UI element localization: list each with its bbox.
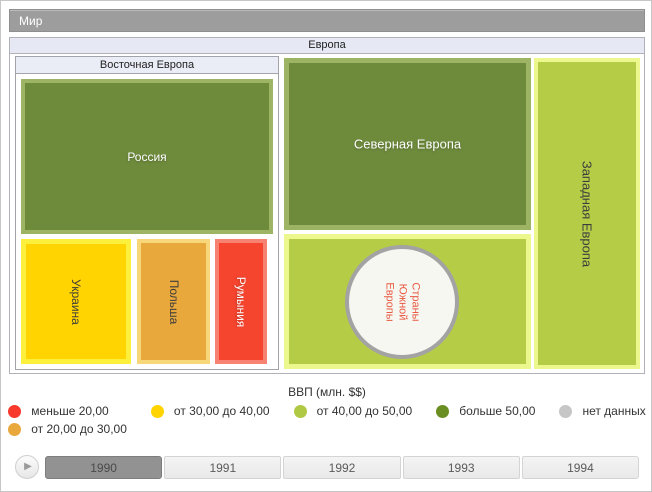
tile-romania[interactable]: Румыния — [215, 239, 267, 364]
legend-swatch-gray-icon — [559, 404, 573, 418]
tile-northern-europe[interactable]: Северная Европа — [284, 58, 531, 230]
tile-romania-label: Румыния — [234, 276, 248, 327]
year-1991[interactable]: 1991 — [164, 456, 282, 479]
legend-items: меньше 20,00 от 20,00 до 30,00 от 30,00 … — [1, 403, 651, 437]
legend-label: от 40,00 до 50,00 — [316, 404, 413, 418]
tile-ukraine[interactable]: Украина — [21, 239, 131, 364]
tile-poland-label: Польша — [166, 279, 181, 324]
legend-swatch-red-icon — [8, 404, 22, 418]
tile-russia[interactable]: Россия — [21, 79, 273, 234]
legend-item-30-40: от 30,00 до 40,00 — [150, 403, 270, 419]
year-1990[interactable]: 1990 — [45, 456, 163, 479]
legend-item-no-data: нет данных — [559, 403, 646, 419]
legend-swatch-darkgreen-icon — [436, 404, 450, 418]
treemap-header-europe[interactable]: Европа — [10, 38, 644, 54]
tile-poland[interactable]: Польша — [137, 239, 210, 364]
timeline: 1990 1991 1992 1993 1994 — [45, 456, 640, 479]
tile-southern-europe[interactable]: Страны Южной Европы — [284, 234, 531, 369]
year-1993[interactable]: 1993 — [402, 456, 520, 479]
southern-europe-circle-label: Страны Южной Европы — [383, 282, 422, 321]
tile-russia-label: Россия — [127, 149, 167, 164]
legend-label: меньше 20,00 — [31, 404, 109, 418]
legend-item-40-50: от 40,00 до 50,00 — [293, 403, 413, 419]
tile-western-europe[interactable]: Западная Европа — [534, 58, 640, 369]
group-header-eastern-europe[interactable]: Восточная Европа — [16, 57, 278, 74]
circle-label-line: Европы — [383, 282, 396, 322]
legend-label: от 20,00 до 30,00 — [31, 422, 127, 436]
breadcrumb-mir[interactable]: Мир — [9, 9, 645, 32]
southern-europe-circle[interactable]: Страны Южной Европы — [345, 245, 459, 359]
legend-item-gt50: больше 50,00 — [436, 403, 535, 419]
legend-title: ВВП (млн. $$) — [288, 385, 366, 399]
circle-label-line: Страны — [409, 282, 422, 322]
legend-swatch-orange-icon — [8, 422, 22, 436]
play-icon: ▶ — [24, 461, 32, 472]
year-1994[interactable]: 1994 — [521, 456, 640, 479]
legend: ВВП (млн. $$) меньше 20,00 от 20,00 до 3… — [1, 385, 651, 437]
breadcrumb-label: Мир — [19, 13, 43, 28]
legend-label: больше 50,00 — [459, 404, 536, 418]
treemap-europe: Европа Восточная Европа Россия Украина П… — [9, 37, 645, 374]
legend-item-lt20: меньше 20,00 — [8, 403, 127, 419]
group-eastern-europe: Восточная Европа Россия Украина Польша Р… — [15, 56, 279, 370]
legend-label: от 30,00 до 40,00 — [173, 404, 270, 418]
tile-northern-europe-label: Северная Европа — [353, 136, 462, 152]
legend-swatch-lightgreen-icon — [293, 404, 307, 418]
legend-label: нет данных — [582, 404, 646, 418]
legend-item-20-30: от 20,00 до 30,00 — [8, 421, 127, 437]
legend-swatch-yellow-icon — [150, 404, 164, 418]
tile-ukraine-label: Украина — [69, 278, 83, 325]
circle-label-line: Южной — [396, 283, 409, 321]
year-1992[interactable]: 1992 — [283, 456, 401, 479]
tile-western-europe-label: Западная Европа — [579, 160, 595, 267]
play-button[interactable]: ▶ — [15, 455, 39, 479]
